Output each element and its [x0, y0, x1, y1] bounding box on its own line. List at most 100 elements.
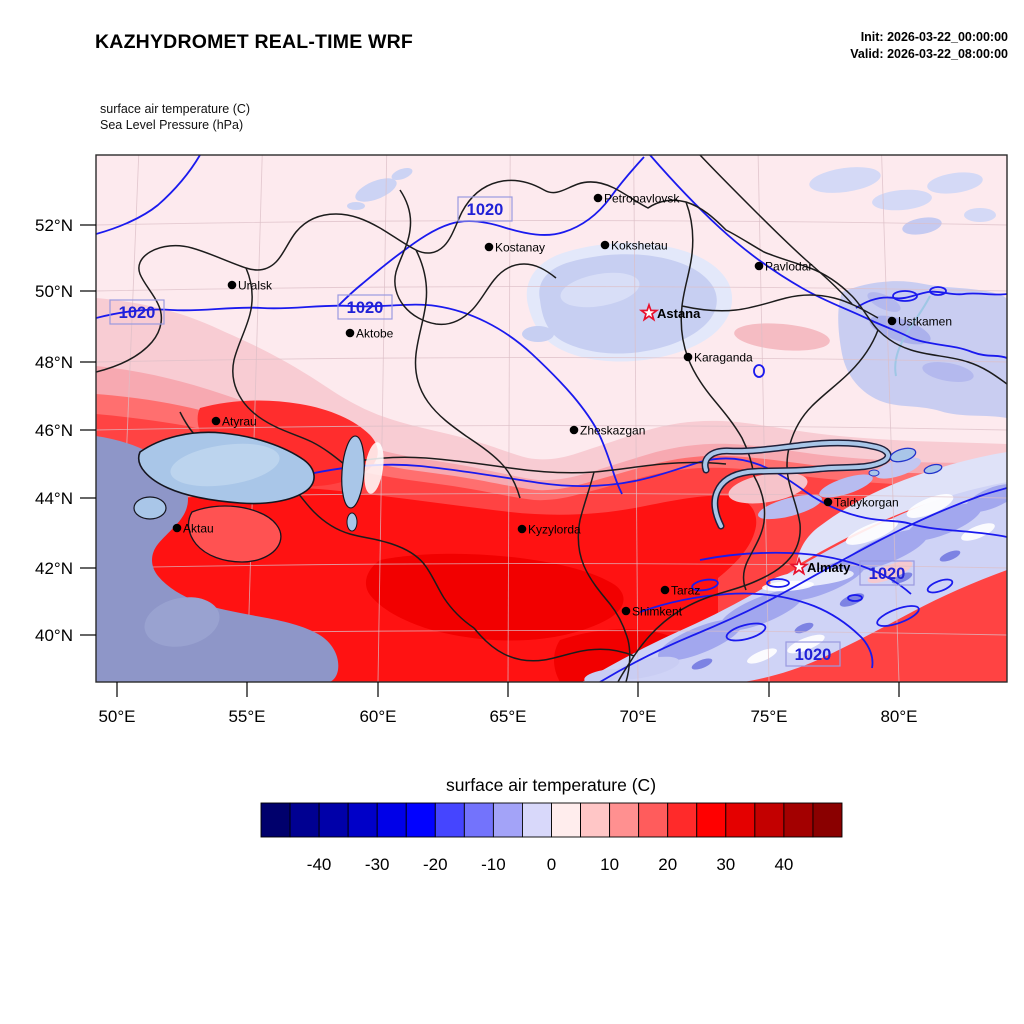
colorbar-tick-label: -30: [365, 855, 390, 874]
city-label: Atyrau: [222, 415, 257, 429]
colorbar-segment: [492, 802, 523, 838]
city-dot-icon: [172, 523, 182, 533]
init-time-label: Init: 2026-03-22_00:00:00: [860, 30, 1008, 44]
lon-tick-label: 80°E: [880, 707, 917, 726]
lon-tick-label: 60°E: [359, 707, 396, 726]
pressure-label-box: [457, 196, 513, 222]
city-dot-icon: [823, 497, 833, 507]
city-label: Astana: [657, 306, 701, 321]
lat-tick-label: 40°N: [35, 626, 73, 645]
city-label: Taldykorgan: [834, 496, 899, 510]
colorbar-tick-label: 20: [658, 855, 677, 874]
city-dot-icon: [569, 425, 579, 435]
city-dot-icon: [621, 606, 631, 616]
meridian-line: [377, 155, 388, 682]
lat-tick-label: 42°N: [35, 559, 73, 578]
alakol-lakes: [868, 447, 943, 477]
colorbar-segment: [783, 802, 814, 838]
city-label: Kostanay: [495, 241, 545, 255]
city-dot-icon: [600, 240, 610, 250]
meridian-line: [633, 155, 639, 682]
city-label: Almaty: [807, 560, 851, 575]
pressure-contours: [96, 155, 1007, 682]
colorbar-segment: [580, 802, 611, 838]
lon-tick-label: 75°E: [750, 707, 787, 726]
city-dot-icon: [887, 316, 897, 326]
colorbar-segment: [551, 802, 581, 838]
model-timestamps: Init: 2026-03-22_00:00:00 Valid: 2026-03…: [850, 29, 1008, 62]
colorbar-segment: [405, 802, 436, 838]
valid-time-label: Valid: 2026-03-22_08:00:00: [850, 46, 1008, 61]
city-label: Aktau: [183, 522, 214, 536]
pressure-label-box: [785, 641, 841, 667]
meridian-line: [507, 155, 511, 682]
city-label: Petropavlovsk: [604, 192, 680, 206]
colorbar-tick-labels: -40 -30 -20 -10 0 10 20 30 40: [307, 855, 794, 874]
subtitle-temperature: surface air temperature (C): [100, 102, 251, 116]
city-label: Zheskazgan: [580, 424, 645, 438]
lon-tick-label: 55°E: [228, 707, 265, 726]
colorbar-segment: [463, 802, 494, 838]
city-label: Taraz: [671, 584, 700, 598]
city-label: Uralsk: [238, 279, 273, 293]
city-dot-icon: [754, 261, 764, 271]
lat-tick-label: 48°N: [35, 353, 73, 372]
pressure-label-box: [109, 299, 165, 325]
lake-balkhash: [701, 439, 892, 530]
caspian-sea: [96, 431, 339, 682]
colorbar-segment: [289, 802, 320, 838]
pressure-label: 1020: [869, 565, 906, 583]
meridian-line: [881, 155, 900, 682]
colorbar-segment: [318, 802, 349, 838]
city-dot-icon: [517, 524, 527, 534]
city-dot-icon: [345, 328, 355, 338]
colorbar-segments: [260, 802, 843, 838]
colorbar-segment: [609, 802, 640, 838]
parallel-line: [96, 357, 1007, 363]
colorbar-segment: [522, 802, 552, 838]
city-label: Aktobe: [356, 327, 394, 341]
parallel-line: [96, 425, 1007, 431]
colorbar-tick-label: -20: [423, 855, 448, 874]
lon-tick-label: 70°E: [619, 707, 656, 726]
capital-star-icon: [788, 556, 810, 576]
colorbar-segment: [667, 802, 698, 838]
colorbar-segment: [434, 802, 465, 838]
map-frame: [95, 154, 1008, 683]
pressure-contour-labels: 1020 1020 1020 1020 1020: [109, 196, 915, 667]
city-markers: Petropavlovsk Kostanay Kokshetau Pavlodar Ur…: [172, 192, 952, 619]
city-label: Pavlodar: [765, 260, 812, 274]
lat-tick-label: 50°N: [35, 282, 73, 301]
parallel-line: [96, 220, 1007, 226]
city-dot-icon: [593, 193, 603, 203]
city-label: Kyzylorda: [528, 523, 581, 537]
pressure-label: 1020: [467, 201, 504, 219]
city-label: Shimkent: [632, 605, 683, 619]
graticule: [96, 155, 1007, 682]
colorbar-segment: [638, 802, 669, 838]
lon-tick-label: 50°E: [98, 707, 135, 726]
colorbar-title: surface air temperature (C): [446, 775, 656, 795]
pressure-label-box: [859, 560, 915, 586]
colorbar: surface air temperature (C) -40 -30 -20 -10…: [260, 775, 843, 874]
capital-star-icon: [638, 302, 660, 322]
colorbar-tick-label: -40: [307, 855, 332, 874]
colorbar-tick-label: 30: [716, 855, 735, 874]
subtitle-pressure: Sea Level Pressure (hPa): [100, 118, 244, 132]
colorbar-segment: [696, 802, 727, 838]
city-label: Kokshetau: [611, 239, 668, 253]
colorbar-segment: [376, 802, 407, 838]
lon-tick-label: 65°E: [489, 707, 526, 726]
colorbar-tick-label: 0: [547, 855, 556, 874]
city-dot-icon: [683, 352, 693, 362]
colorbar-tick-label: 10: [600, 855, 619, 874]
lat-tick-label: 44°N: [35, 489, 73, 508]
parallel-line: [96, 286, 1007, 292]
colorbar-tick-label: 40: [774, 855, 793, 874]
page-title: KAZHYDROMET REAL-TIME WRF: [95, 31, 414, 53]
aral-sea: [341, 435, 384, 532]
pressure-label-box: [337, 294, 393, 320]
city-dot-icon: [227, 280, 237, 290]
